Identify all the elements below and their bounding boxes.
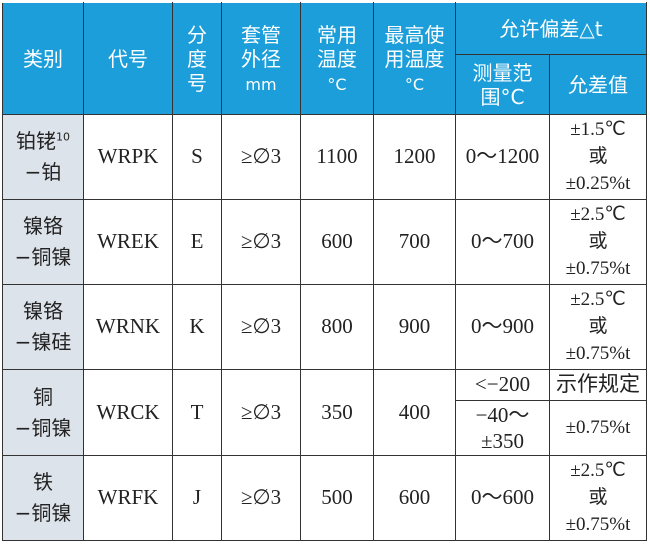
max-temp-cell: 700 <box>373 199 456 285</box>
tolerance-cell: 示作规定 <box>548 369 648 401</box>
sheath-cell: ≥∅3 <box>221 199 301 285</box>
grad-cell: T <box>172 369 222 456</box>
thermocouple-spec-table: 类别 代号 分度号 套管 外径 mm 常用 温度 °C 最高使 用温度 °C 允许偏差△t … <box>2 2 648 541</box>
header-tolerance-value: 允差值 <box>548 54 648 115</box>
range-cell: 0～900 <box>455 284 550 370</box>
max-temp-cell: 1200 <box>373 114 456 200</box>
normal-temp-cell: 1100 <box>300 114 374 200</box>
range-cell: <−200 <box>455 369 550 401</box>
category-cell: 镍铬 −铜镍 <box>2 199 84 285</box>
normal-temp-cell: 350 <box>300 369 374 456</box>
grad-cell: K <box>172 284 222 370</box>
max-temp-cell: 900 <box>373 284 456 370</box>
range-cell: 0～700 <box>455 199 550 285</box>
header-code: 代号 <box>83 2 173 115</box>
code-cell: WRNK <box>83 284 173 370</box>
header-graduation: 分度号 <box>172 2 222 115</box>
sheath-cell: ≥∅3 <box>221 284 301 370</box>
category-cell: 铂铑10 −铂 <box>2 114 84 200</box>
code-cell: WREK <box>83 199 173 285</box>
normal-temp-cell: 600 <box>300 199 374 285</box>
header-max-temp: 最高使 用温度 °C <box>373 2 456 115</box>
max-temp-cell: 400 <box>373 369 456 456</box>
tolerance-cell: ±0.75%t <box>548 400 648 456</box>
normal-temp-cell: 500 <box>300 455 374 541</box>
header-tolerance: 允许偏差△t <box>454 2 648 55</box>
normal-temp-cell: 800 <box>300 284 374 370</box>
code-cell: WRFK <box>83 455 173 541</box>
sheath-cell: ≥∅3 <box>221 369 301 456</box>
grad-cell: J <box>172 455 222 541</box>
grad-cell: E <box>172 199 222 285</box>
tolerance-cell: ±2.5℃ 或 ±0.75%t <box>548 455 648 541</box>
range-cell: −40～ ±350 <box>455 400 550 456</box>
header-range: 测量范 围°C <box>455 54 550 115</box>
code-cell: WRCK <box>83 369 173 456</box>
header-category: 类别 <box>2 2 84 115</box>
sheath-cell: ≥∅3 <box>221 114 301 200</box>
sheath-cell: ≥∅3 <box>221 455 301 541</box>
header-sheath: 套管 外径 mm <box>221 2 301 115</box>
range-cell: 0～600 <box>455 455 550 541</box>
category-cell: 铜 −铜镍 <box>2 369 84 456</box>
tolerance-cell: ±1.5℃ 或 ±0.25%t <box>548 114 648 200</box>
tolerance-cell: ±2.5℃ 或 ±0.75%t <box>548 199 648 285</box>
table-row: 铜 −铜镍 WRCK T ≥∅3 350 400 <−200 示作规定 <box>2 369 648 456</box>
table-row: 铂铑10 −铂 WRPK S ≥∅3 1100 1200 0～1200 ±1.5℃… <box>2 114 648 200</box>
grad-cell: S <box>172 114 222 200</box>
category-cell: 铁 −铜镍 <box>2 455 84 541</box>
category-cell: 镍铬 −镍硅 <box>2 284 84 370</box>
table-row: 铁 −铜镍 WRFK J ≥∅3 500 600 0～600 ±2.5℃ 或 ±0.7… <box>2 455 648 541</box>
table-row: 镍铬 −镍硅 WRNK K ≥∅3 800 900 0～900 ±2.5℃ 或 ±0.… <box>2 284 648 370</box>
header-normal-temp: 常用 温度 °C <box>300 2 374 115</box>
tolerance-cell: ±2.5℃ 或 ±0.75%t <box>548 284 648 370</box>
max-temp-cell: 600 <box>373 455 456 541</box>
code-cell: WRPK <box>83 114 173 200</box>
table-row: 镍铬 −铜镍 WREK E ≥∅3 600 700 0～700 ±2.5℃ 或 ±0.… <box>2 199 648 285</box>
range-cell: 0～1200 <box>455 114 550 200</box>
